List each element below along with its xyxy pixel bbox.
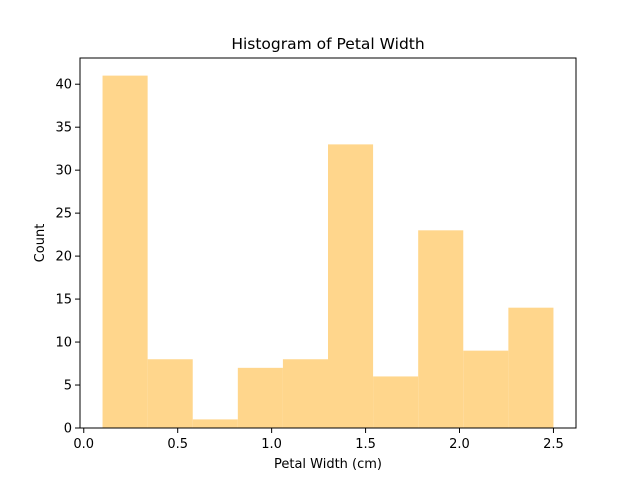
x-tick-label: 2.5 [543,437,564,452]
histogram-bar [328,144,374,428]
histogram-bar [508,307,554,428]
y-tick-label: 20 [55,250,72,265]
y-tick-label: 30 [55,164,72,179]
plot-frame [79,57,577,429]
x-tick-label: 0.5 [167,437,188,452]
y-axis: 0 5 10 15 20 25 30 35 40 [55,78,80,437]
chart-title: Histogram of Petal Width [231,35,424,53]
histogram-bar [192,419,238,428]
histogram-bar [418,230,464,428]
x-tick-label: 2.0 [449,437,470,452]
histogram-bar [282,359,328,428]
x-tick-label: 0.0 [73,437,94,452]
y-tick-label: 40 [55,78,72,93]
y-tick-label: 0 [64,422,72,437]
y-tick-label: 25 [55,207,72,222]
histogram-bar [237,367,283,428]
histogram-bar [102,75,148,428]
bars-group [102,75,554,428]
y-axis-label: Count [33,224,48,263]
x-tick-label: 1.0 [261,437,282,452]
y-tick-label: 15 [55,293,72,308]
x-axis: 0.0 0.5 1.0 1.5 2.0 2.5 [73,428,564,452]
histogram-bar [147,359,193,428]
y-tick-label: 10 [55,336,72,351]
histogram-bar [463,350,509,428]
histogram-bar [373,376,419,428]
y-tick-label: 35 [55,121,72,136]
x-axis-label: Petal Width (cm) [274,457,382,472]
x-tick-label: 1.5 [355,437,376,452]
y-tick-label: 5 [64,379,72,394]
